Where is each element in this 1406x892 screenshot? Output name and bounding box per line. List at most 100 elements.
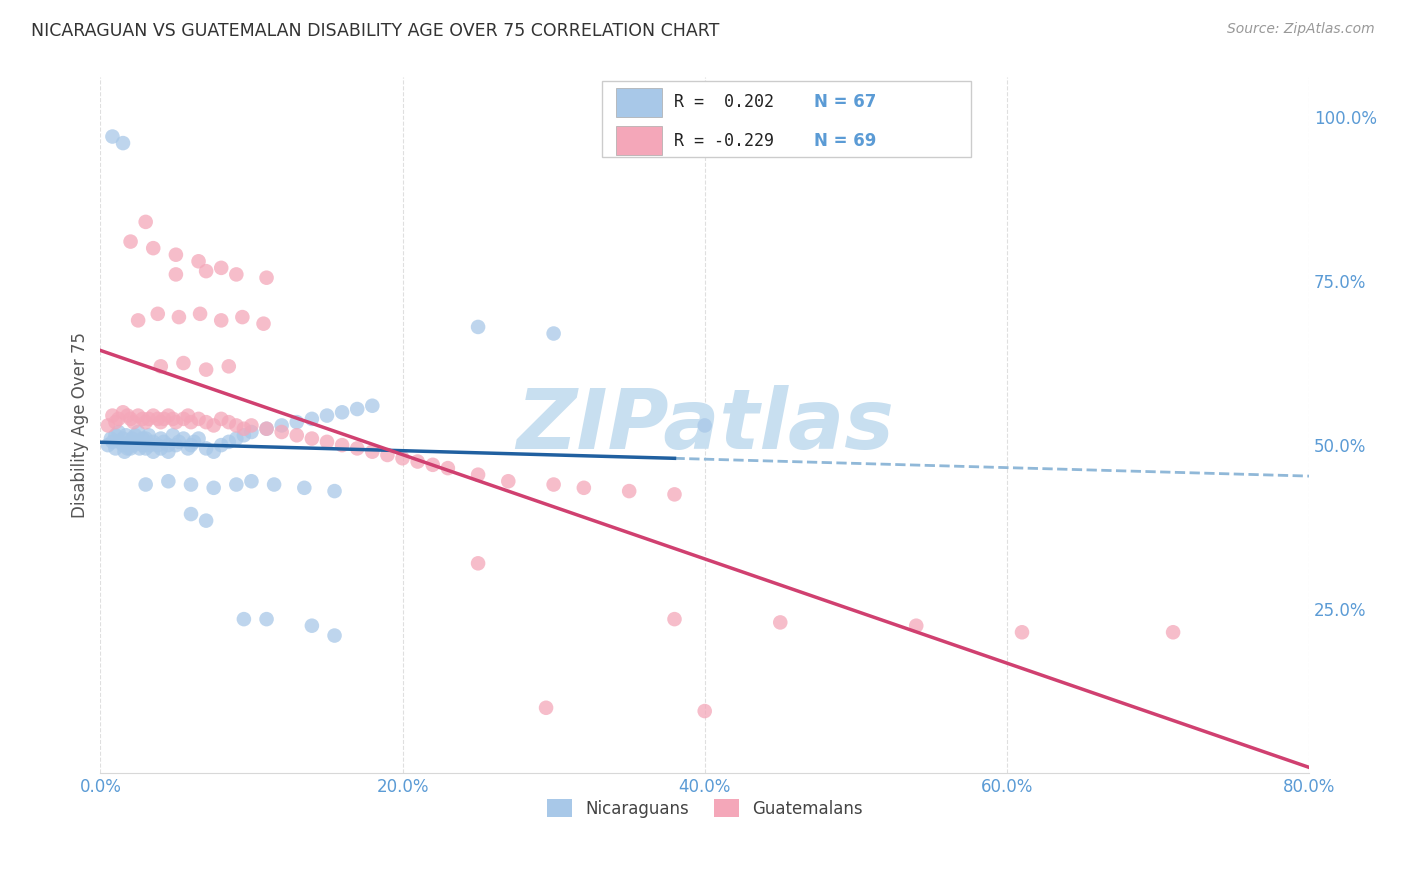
Point	[346, 402, 368, 417]
Point	[240, 418, 263, 433]
Point	[301, 618, 323, 632]
Point	[664, 612, 686, 626]
Point	[209, 438, 232, 452]
Point	[218, 415, 240, 429]
Point	[543, 477, 565, 491]
Point	[467, 467, 489, 482]
Point	[232, 612, 254, 626]
Point	[127, 313, 149, 327]
Point	[225, 268, 247, 282]
Point	[209, 313, 232, 327]
Point	[202, 444, 225, 458]
Point	[195, 442, 218, 456]
Point	[905, 618, 928, 632]
Point	[172, 356, 194, 370]
Point	[180, 438, 202, 452]
Point	[149, 442, 172, 456]
Point	[209, 412, 232, 426]
Point	[292, 481, 315, 495]
Point	[120, 434, 142, 449]
Point	[240, 425, 263, 439]
Point	[177, 409, 200, 423]
Point	[149, 415, 172, 429]
Point	[135, 477, 157, 491]
Point	[122, 438, 145, 452]
Text: NICARAGUAN VS GUATEMALAN DISABILITY AGE OVER 75 CORRELATION CHART: NICARAGUAN VS GUATEMALAN DISABILITY AGE …	[31, 22, 720, 40]
Point	[316, 434, 339, 449]
Point	[101, 434, 124, 449]
Point	[142, 409, 165, 423]
Point	[142, 241, 165, 255]
Point	[391, 451, 413, 466]
Point	[225, 418, 247, 433]
Point	[346, 442, 368, 456]
Point	[97, 418, 120, 433]
Point	[107, 425, 129, 439]
Point	[153, 434, 176, 449]
Point	[285, 428, 308, 442]
Point	[467, 320, 489, 334]
Point	[240, 475, 263, 489]
Point	[111, 432, 134, 446]
Point	[232, 428, 254, 442]
Point	[153, 412, 176, 426]
Point	[252, 317, 274, 331]
Point	[135, 415, 157, 429]
Point	[146, 412, 169, 426]
Point	[104, 428, 127, 442]
Bar	[616, 87, 662, 117]
Point	[108, 434, 131, 449]
Point	[422, 458, 444, 472]
Point	[270, 418, 292, 433]
Point	[543, 326, 565, 341]
Point	[232, 422, 254, 436]
Point	[467, 557, 489, 571]
Point	[107, 412, 129, 426]
Point	[165, 268, 187, 282]
Point	[209, 260, 232, 275]
Point	[127, 409, 149, 423]
Y-axis label: Disability Age Over 75: Disability Age Over 75	[72, 333, 89, 518]
Point	[120, 235, 142, 249]
Text: R =  0.202: R = 0.202	[675, 94, 775, 112]
Point	[180, 415, 202, 429]
Point	[131, 432, 153, 446]
Point	[323, 628, 346, 642]
Point	[693, 418, 716, 433]
Point	[117, 442, 139, 456]
Point	[104, 442, 127, 456]
Point	[202, 481, 225, 495]
Point	[377, 448, 399, 462]
Point	[165, 438, 187, 452]
Point	[187, 254, 209, 268]
Point	[1011, 625, 1033, 640]
Point	[769, 615, 792, 630]
Point	[101, 129, 124, 144]
Point	[361, 444, 384, 458]
Point	[177, 442, 200, 456]
Text: N = 69: N = 69	[814, 132, 876, 150]
Point	[135, 442, 157, 456]
Point	[534, 700, 557, 714]
Bar	[616, 126, 662, 155]
Point	[120, 442, 142, 456]
Point	[330, 405, 353, 419]
Point	[162, 412, 184, 426]
Point	[122, 415, 145, 429]
Point	[117, 409, 139, 423]
Point	[149, 359, 172, 374]
Point	[165, 415, 187, 429]
Point	[218, 434, 240, 449]
Point	[195, 415, 218, 429]
Point	[142, 444, 165, 458]
Text: Source: ZipAtlas.com: Source: ZipAtlas.com	[1227, 22, 1375, 37]
Point	[187, 432, 209, 446]
Point	[231, 310, 253, 324]
Point	[617, 484, 640, 499]
Point	[100, 432, 122, 446]
Point	[111, 136, 134, 150]
Point	[101, 409, 124, 423]
Point	[149, 432, 172, 446]
Point	[97, 438, 120, 452]
Legend: Nicaraguans, Guatemalans: Nicaraguans, Guatemalans	[540, 793, 869, 824]
